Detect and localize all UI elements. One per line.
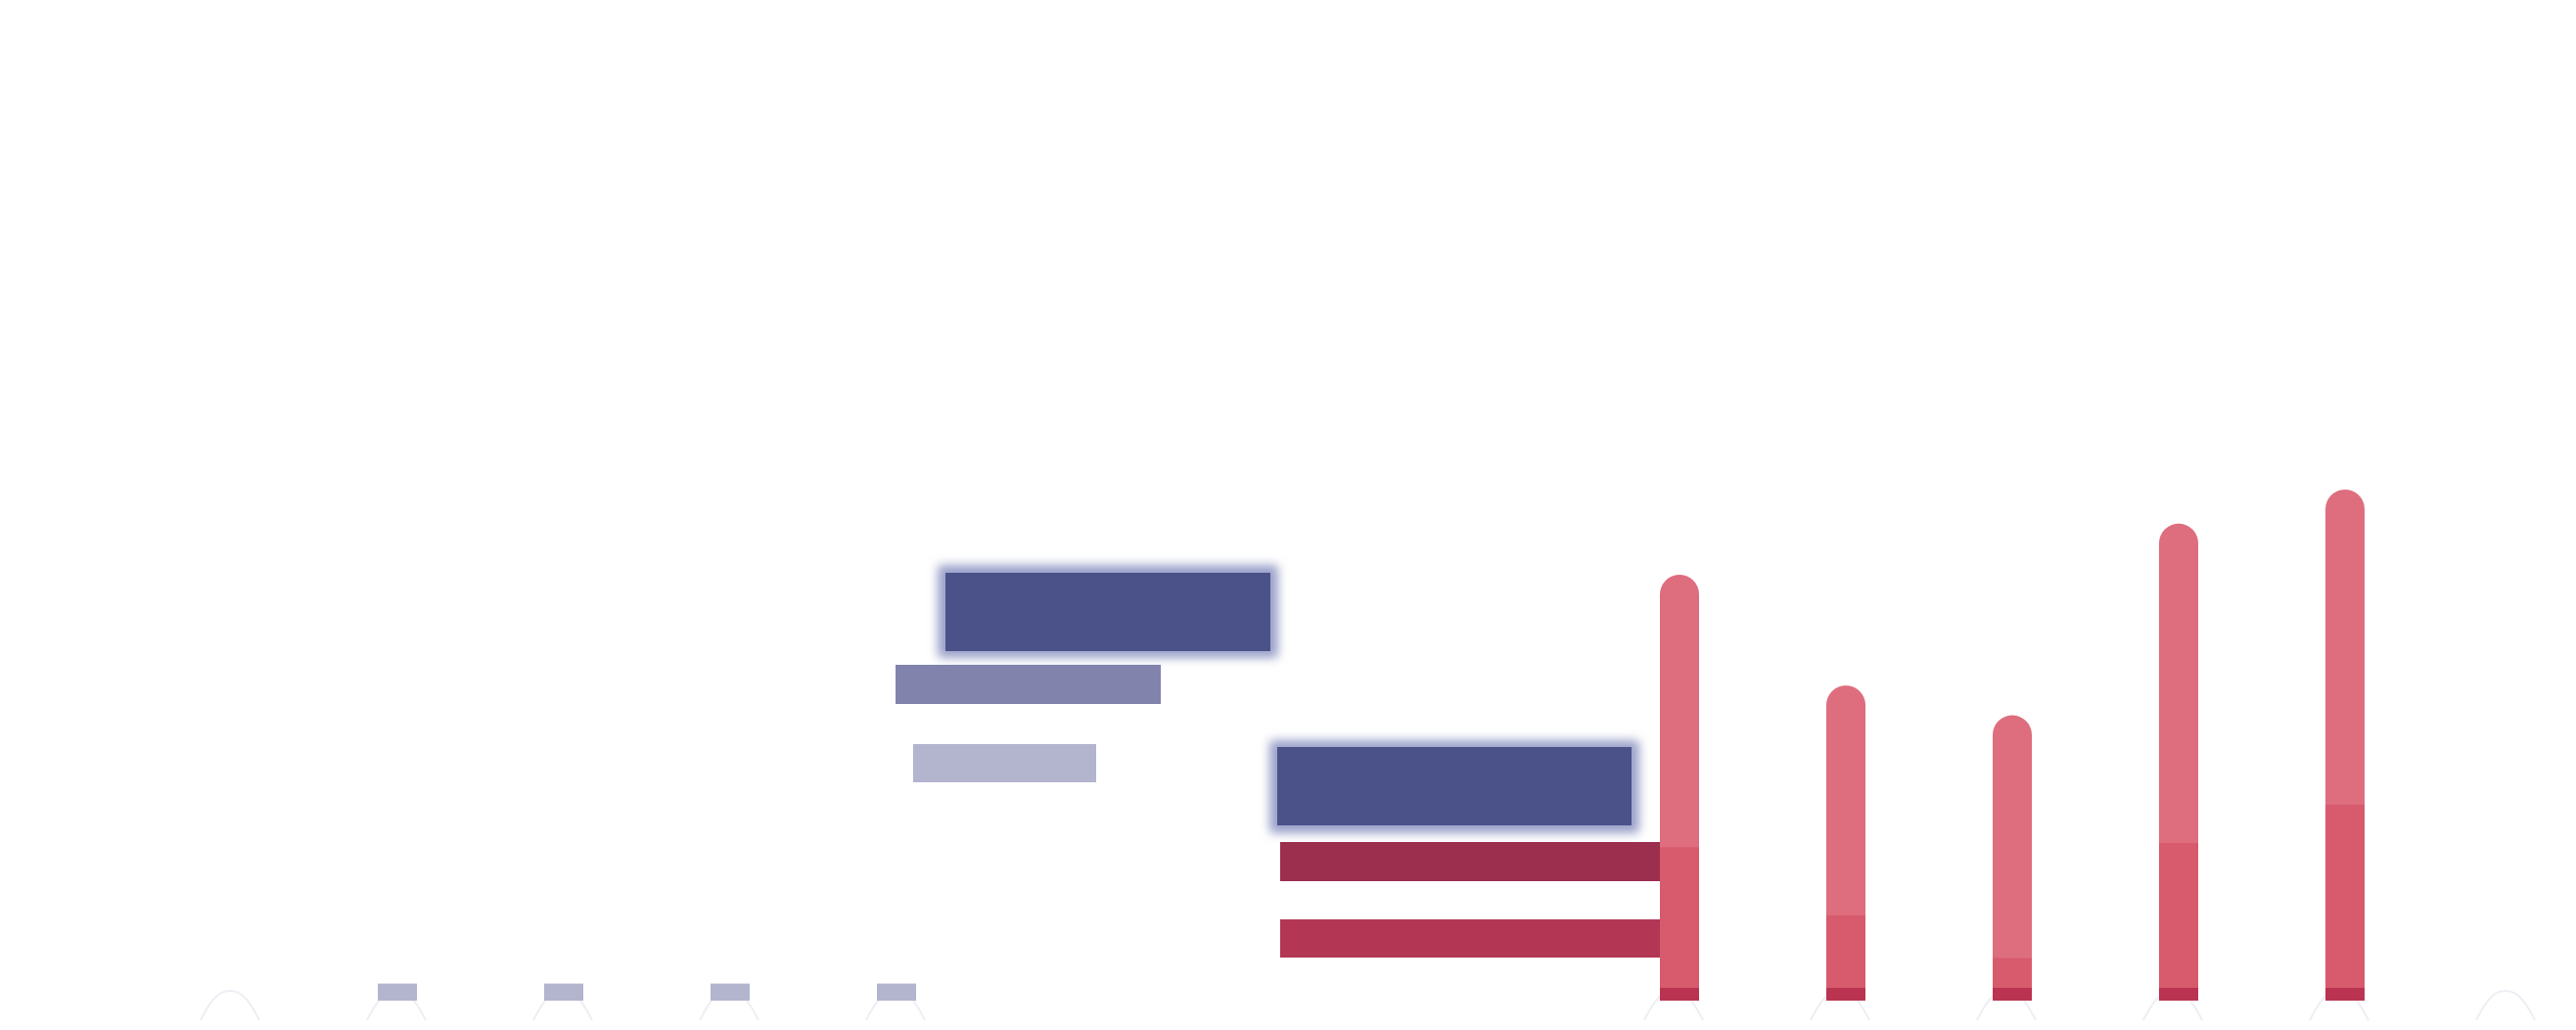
horizontal-bar-cluster	[896, 565, 1668, 958]
column-base-segment	[2325, 987, 2365, 1001]
crimson-bar	[1280, 919, 1668, 958]
stacked-column	[2159, 523, 2198, 1001]
stacked-column	[1826, 685, 1865, 1001]
column-base-segment	[2159, 987, 2198, 1001]
column-mid-segment	[2325, 804, 2365, 1001]
stub-bar	[877, 983, 916, 1001]
wave-arc	[2475, 989, 2536, 1021]
column-base-segment	[1660, 987, 1699, 1001]
lavender-bar	[913, 744, 1096, 782]
column-mid-segment	[1826, 915, 1865, 1001]
stacked-column-group	[1660, 490, 2365, 1001]
wave-arc	[200, 989, 260, 1021]
navy-bar-top	[945, 573, 1270, 651]
column-base-segment	[1826, 987, 1865, 1001]
column-top-segment	[1993, 715, 2032, 1001]
column-mid-segment	[2159, 843, 2198, 1001]
column-mid-segment	[1660, 847, 1699, 1001]
stub-bar	[711, 983, 750, 1001]
stub-bar	[378, 983, 417, 1001]
stub-bar	[544, 983, 583, 1001]
stacked-column	[2325, 490, 2365, 1001]
column-base-segment	[1993, 987, 2032, 1001]
stacked-column	[1660, 575, 1699, 1001]
periwinkle-bar	[896, 665, 1161, 704]
small-stub-group	[378, 983, 916, 1001]
maroon-bar	[1280, 842, 1668, 881]
navy-bar-bottom	[1277, 747, 1632, 825]
stacked-column	[1993, 715, 2032, 1001]
